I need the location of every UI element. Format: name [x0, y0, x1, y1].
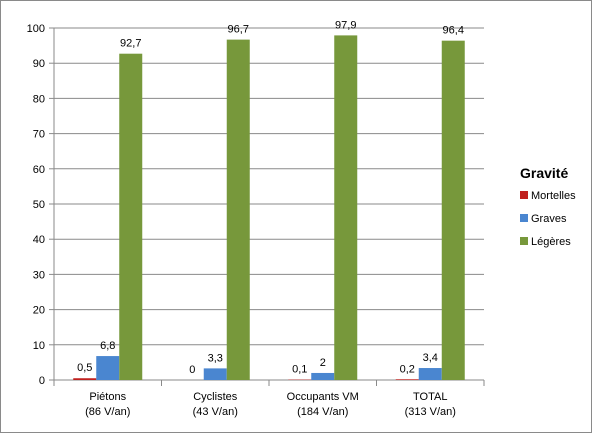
data-label: 97,9: [335, 19, 356, 31]
legend-entry: Légères: [531, 236, 571, 248]
bar-graves: [96, 356, 120, 380]
y-tick-label: 40: [33, 234, 45, 246]
legend-swatch-légères: [520, 237, 528, 245]
data-label: 0: [189, 364, 195, 376]
data-label: 0,2: [400, 363, 415, 375]
bar-légères: [226, 39, 250, 381]
legend-entry: Mortelles: [531, 190, 576, 202]
bar-graves: [311, 372, 335, 380]
y-tick-label: 70: [33, 129, 45, 141]
x-category-label: (86 V/an): [85, 406, 130, 418]
bar-légères: [334, 35, 358, 380]
x-category-label: Cyclistes: [193, 391, 238, 403]
x-category-label: (313 V/an): [405, 406, 456, 418]
y-tick-label: 10: [33, 340, 45, 352]
legend-title: Gravité: [520, 165, 568, 181]
data-label: 96,4: [443, 25, 464, 37]
x-category-label: Piétons: [89, 391, 126, 403]
legend-swatch-mortelles: [520, 191, 528, 199]
data-label: 2: [320, 357, 326, 369]
bar-graves: [203, 368, 227, 380]
bar-mortelles: [73, 378, 97, 380]
bar-mortelles: [395, 379, 419, 380]
y-tick-label: 50: [33, 199, 45, 211]
bar-légères: [119, 53, 143, 381]
bar-légères: [441, 40, 465, 381]
data-label: 0,5: [77, 362, 92, 374]
legend-entry: Graves: [531, 213, 567, 225]
y-tick-label: 60: [33, 164, 45, 176]
data-label: 6,8: [100, 340, 115, 352]
y-tick-label: 100: [27, 23, 45, 35]
y-tick-label: 30: [33, 269, 45, 281]
y-tick-label: 0: [39, 375, 45, 387]
legend-swatch-graves: [520, 214, 528, 222]
data-label: 92,7: [120, 38, 141, 50]
y-tick-label: 90: [33, 58, 45, 70]
data-label: 0,1: [292, 364, 307, 376]
y-tick-label: 80: [33, 93, 45, 105]
x-category-label: (43 V/an): [193, 406, 238, 418]
x-category-label: Occupants VM: [287, 391, 359, 403]
data-label: 3,4: [423, 352, 438, 364]
bar-graves: [418, 368, 442, 380]
data-label: 96,7: [228, 24, 249, 36]
y-tick-label: 20: [33, 305, 45, 317]
x-category-label: TOTAL: [413, 391, 447, 403]
x-category-label: (184 V/an): [297, 406, 348, 418]
data-label: 3,3: [208, 352, 223, 364]
